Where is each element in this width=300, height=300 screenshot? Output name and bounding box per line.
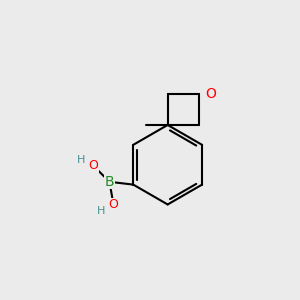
Text: H: H bbox=[97, 206, 105, 217]
Text: O: O bbox=[88, 159, 98, 172]
Text: H: H bbox=[77, 155, 85, 165]
Text: B: B bbox=[105, 175, 114, 189]
Text: O: O bbox=[109, 199, 118, 212]
Text: O: O bbox=[205, 87, 216, 101]
